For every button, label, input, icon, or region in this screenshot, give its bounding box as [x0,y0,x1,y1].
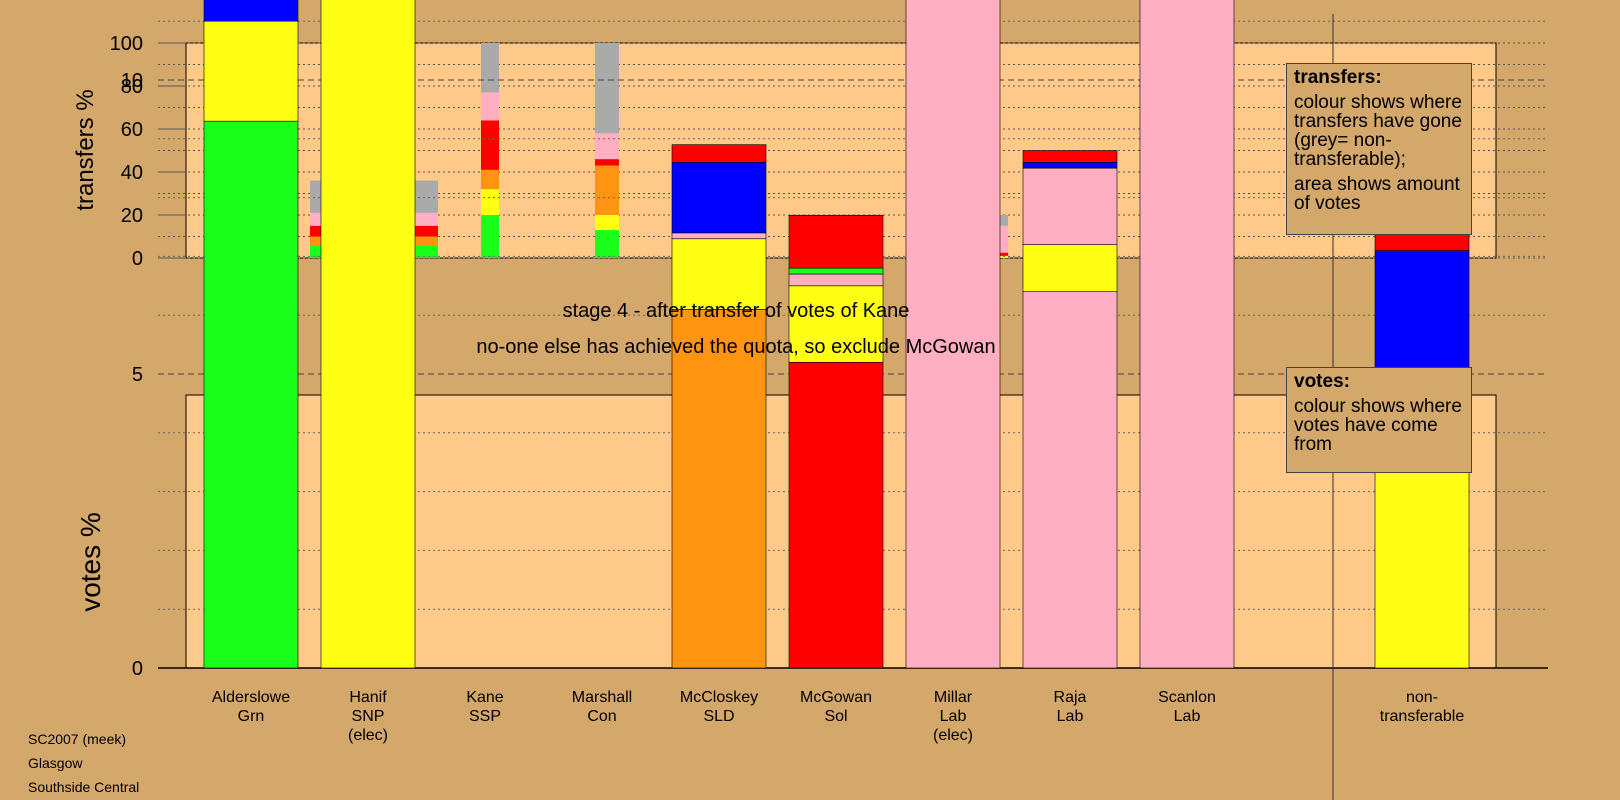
category-label-party: SLD [703,708,734,725]
transfer-segment-marshall [595,215,619,231]
transfers-tick-label: 20 [121,205,143,227]
vote-segment-non- [1374,250,1470,369]
vote-segment-raja [1022,150,1118,163]
transfer-segment-kane [481,169,499,190]
vote-segment-mcgowan [788,273,884,287]
category-label-name: Scanlon [1158,689,1216,706]
vote-segment-mcgowan [788,361,884,669]
transfer-segment-marshall [595,165,619,215]
votes-legend: votes: colour shows where votes have com… [1286,367,1472,473]
category-label-name: Millar [934,689,973,706]
transfers-tick-label: 40 [121,162,143,184]
vote-segment-mccloskey [671,144,767,163]
category-label-party: Lab [940,708,967,725]
vote-segment-mccloskey [671,232,767,240]
votes-tick-label: 10 [121,70,143,92]
transfer-segment-marshall [595,43,619,134]
vote-segment-scanlon [1139,0,1235,669]
vote-segment-mccloskey [671,309,767,669]
footer-ward: Southside Central [28,779,140,795]
stage-title: stage 4 - after transfer of votes of Kan… [562,300,910,322]
category-label-party: SSP [469,708,501,725]
votes-tick-label: 0 [132,658,143,680]
category-label-party: Sol [824,708,847,725]
vote-segment-hanif [320,0,416,669]
transfer-segment-kane [481,189,499,215]
category-label-party: Lab [1057,708,1084,725]
transfer-segment-kane [481,215,499,258]
transfers-tick-label: 80 [121,76,143,98]
votes-axis-label: votes % [75,512,106,612]
category-label-name: McGowan [800,689,872,706]
vote-segment-mccloskey [671,162,767,234]
vote-segment-alderslowe [203,20,299,122]
transfers-legend: transfers: colour shows where transfers … [1286,63,1472,235]
vote-segment-raja [1022,291,1118,669]
transfer-segment-kane [481,43,499,93]
transfer-segment-marshall [595,133,619,160]
transfers-tick-label: 100 [110,33,143,55]
transfer-segment-marshall [595,159,619,166]
vote-segment-alderslowe [203,0,299,22]
category-label-elected: (elec) [933,727,973,744]
transfers-axis-label: transfers % [72,89,99,210]
category-label-name: Alderslowe [212,689,290,706]
transfers-tick-label: 60 [121,119,143,141]
category-label-name: Raja [1054,689,1087,706]
category-label-party: SNP [352,708,385,725]
category-label-name: McCloskey [680,689,758,706]
transfers-legend-line1: colour shows where transfers have gone (… [1294,92,1462,170]
vote-segment-raja [1022,244,1118,292]
category-label-name: non- [1406,689,1438,706]
category-label-name: Marshall [572,689,632,706]
category-label-party: Con [587,708,616,725]
transfer-segment-kane [481,92,499,121]
category-label-party: transferable [1380,708,1465,725]
category-label-party: Grn [238,708,265,725]
votes-legend-title: votes: [1294,371,1350,392]
category-label-name: Kane [466,689,503,706]
footer-council: Glasgow [28,755,83,771]
transfers-tick-label: 0 [132,248,143,270]
vote-segment-millar [905,0,1001,669]
transfers-legend-title: transfers: [1294,67,1382,88]
vote-segment-mcgowan [788,214,884,269]
category-label-elected: (elec) [348,727,388,744]
category-label-name: Hanif [349,689,387,706]
vote-segment-alderslowe [203,120,299,669]
transfer-segment-marshall [595,230,619,258]
transfer-segment-kane [481,120,499,170]
vote-segment-mccloskey [671,238,767,310]
vote-segment-mcgowan [788,267,884,275]
transfers-legend-line2: area shows amount of votes [1294,174,1460,214]
vote-segment-raja [1022,167,1118,245]
stage-subtitle: no-one else has achieved the quota, so e… [476,336,996,358]
vote-segment-raja [1022,162,1118,169]
votes-plot [158,0,1548,669]
votes-tick-label: 5 [132,364,143,386]
votes-legend-line1: colour shows where votes have come from [1294,396,1462,455]
category-label-party: Lab [1174,708,1201,725]
footer-election: SC2007 (meek) [28,731,127,747]
vote-segment-mcgowan [788,285,884,363]
